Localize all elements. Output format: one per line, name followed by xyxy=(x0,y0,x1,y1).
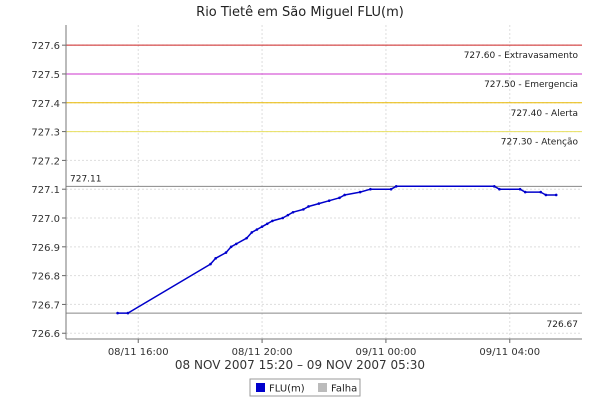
data-point xyxy=(255,228,259,231)
reference-label: 727.60 - Extravasamento xyxy=(464,51,579,61)
date-range-label: 08 NOV 2007 15:20 – 09 NOV 2007 05:30 xyxy=(175,358,425,372)
data-point xyxy=(116,311,119,315)
y-tick-label: 726.7 xyxy=(31,300,60,311)
data-point xyxy=(281,216,285,220)
chart-title: Rio Tietê em São Miguel FLU(m) xyxy=(196,5,404,20)
data-point xyxy=(492,185,496,188)
data-point xyxy=(229,245,233,249)
data-point xyxy=(369,187,372,191)
y-tick-label: 727.6 xyxy=(31,41,60,52)
data-point xyxy=(394,185,398,188)
data-point xyxy=(343,193,346,197)
data-point xyxy=(523,190,527,194)
x-tick-label: 09/11 04:00 xyxy=(479,347,540,358)
y-tick-label: 727.4 xyxy=(31,99,60,110)
y-tick-label: 727.0 xyxy=(31,214,60,225)
data-point xyxy=(224,251,228,254)
reference-label: 726.67 xyxy=(547,320,579,330)
reference-label: 727.40 - Alerta xyxy=(511,109,578,119)
data-point xyxy=(234,242,238,246)
data-point xyxy=(307,205,310,208)
reference-label: 727.11 xyxy=(70,174,102,184)
y-tick-label: 726.9 xyxy=(31,243,60,254)
data-point xyxy=(214,257,217,260)
y-tick-label: 727.3 xyxy=(31,128,60,139)
legend-label: Falha xyxy=(331,384,357,395)
y-tick-label: 727.1 xyxy=(31,185,60,196)
x-tick-label: 08/11 16:00 xyxy=(108,347,169,358)
reference-label: 727.30 - Atenção xyxy=(501,138,579,148)
legend xyxy=(249,378,361,397)
legend-swatch xyxy=(318,383,327,392)
legend-swatch xyxy=(256,383,265,392)
x-tick-label: 09/11 00:00 xyxy=(356,347,417,358)
data-point xyxy=(250,231,254,234)
data-point xyxy=(389,187,393,191)
data-point xyxy=(498,187,501,191)
y-tick-label: 726.8 xyxy=(31,272,60,283)
data-point xyxy=(291,210,295,214)
legend-label: FLU(m) xyxy=(269,384,305,395)
data-point xyxy=(544,193,548,197)
x-tick-label: 08/11 20:00 xyxy=(232,347,293,358)
data-point xyxy=(265,222,269,226)
data-point xyxy=(209,262,212,266)
data-point xyxy=(286,213,290,217)
data-point xyxy=(126,311,130,315)
data-point xyxy=(338,196,341,200)
y-tick-label: 726.6 xyxy=(31,329,60,340)
y-tick-label: 727.2 xyxy=(31,156,60,167)
data-point xyxy=(317,202,321,205)
data-point xyxy=(358,190,362,194)
reference-label: 727.50 - Emergencia xyxy=(484,80,578,90)
data-point xyxy=(245,236,248,240)
data-point xyxy=(327,199,331,203)
plot-area xyxy=(66,25,582,339)
data-point xyxy=(260,225,264,228)
data-point xyxy=(302,208,305,211)
data-point xyxy=(271,219,274,223)
data-point xyxy=(539,190,543,194)
data-point xyxy=(518,187,522,191)
y-tick-label: 727.5 xyxy=(31,70,60,81)
data-point xyxy=(554,193,558,197)
